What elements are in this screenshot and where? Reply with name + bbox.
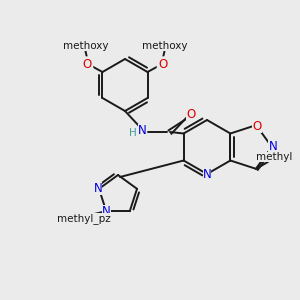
Text: O: O <box>83 58 92 70</box>
Text: N: N <box>202 167 211 181</box>
Text: methoxy: methoxy <box>63 41 108 51</box>
Text: H: H <box>129 128 137 138</box>
Text: O: O <box>158 58 167 70</box>
Text: O: O <box>252 120 262 133</box>
Text: methyl: methyl <box>256 152 292 162</box>
Text: N: N <box>268 140 277 154</box>
Text: N: N <box>138 124 146 137</box>
Text: methoxy: methoxy <box>142 41 187 51</box>
Text: N: N <box>94 182 102 195</box>
Text: O: O <box>186 107 196 121</box>
Text: methyl_pz: methyl_pz <box>57 213 111 224</box>
Text: N: N <box>102 205 111 218</box>
